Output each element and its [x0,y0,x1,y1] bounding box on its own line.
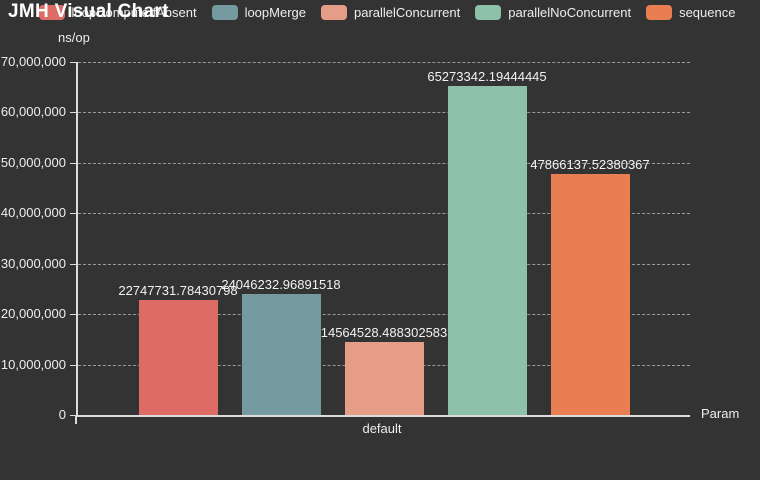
y-axis-unit-label: ns/op [58,30,90,45]
legend-item-loopComputeIfAbsent[interactable]: loopComputeIfAbsent [38,5,197,20]
x-axis-origin-tick [75,415,77,424]
y-tick-mark [70,162,76,164]
bar-parallelNoConcurrent[interactable]: 65273342.19444445 [427,69,547,415]
bar-parallelConcurrent[interactable]: 14564528.488302583 [321,325,447,415]
legend-item-parallelNoConcurrent[interactable]: parallelNoConcurrent [475,5,631,20]
bar-value-label: 14564528.488302583 [320,324,448,340]
bars-group: 22747731.78430798 24046232.96891518 145645… [78,62,690,415]
x-category-label: default [362,421,402,436]
legend: loopComputeIfAbsent loopMerge parallelConc… [0,5,760,20]
legend-swatch-icon [475,5,502,20]
bar-value-label: 24046232.96891518 [221,276,341,292]
legend-item-sequence[interactable]: sequence [646,5,735,20]
gridline [78,314,690,316]
gridline [78,112,690,114]
plot-area: 22747731.78430798 24046232.96891518 145645… [70,62,690,417]
page-title: JMH Visual Chart [8,1,169,22]
legend-item-label: loopComputeIfAbsent [71,5,197,20]
legend-item-parallelConcurrent[interactable]: parallelConcurrent [321,5,460,20]
y-tick-mark [70,112,76,114]
legend-item-label: parallelNoConcurrent [508,5,632,20]
x-axis-name-label: Param [701,406,740,421]
gridline [78,62,690,63]
y-tick-mark [70,263,76,265]
bar-loopComputeIfAbsent[interactable]: 22747731.78430798 [118,283,238,415]
y-tick-mark [70,415,76,416]
y-tick-mark [70,62,76,63]
legend-item-label: sequence [679,5,736,20]
y-tick-label: 50,000,000 [0,154,66,170]
bar-value-label: 65273342.19444445 [427,68,547,84]
y-tick-mark [70,364,76,366]
legend-item-label: loopMerge [244,5,306,20]
y-tick-mark [70,213,76,215]
legend-swatch-icon [646,5,673,20]
y-tick-label: 10,000,000 [0,356,66,372]
bar-sequence[interactable]: 47866137.52380367 [530,157,650,415]
y-tick-label: 60,000,000 [0,104,66,120]
bar-value-label: 47866137.52380367 [530,156,650,172]
y-tick-label: 20,000,000 [0,306,66,322]
legend-item-loopMerge[interactable]: loopMerge [211,5,306,20]
legend-swatch-icon [38,5,65,20]
gridline [78,162,690,164]
gridline [78,213,690,215]
y-tick-mark [70,314,76,316]
legend-swatch-icon [321,5,347,20]
bar-loopMerge[interactable]: 24046232.96891518 [221,277,341,415]
y-tick-label: 0 [58,407,66,422]
legend-swatch-icon [211,5,238,20]
gridline [78,263,690,265]
bar-value-label: 22747731.78430798 [118,283,238,299]
y-tick-label: 30,000,000 [0,255,66,271]
y-tick-label: 40,000,000 [0,205,66,221]
legend-item-label: parallelConcurrent [354,5,461,20]
y-tick-label: 70,000,000 [0,54,66,69]
